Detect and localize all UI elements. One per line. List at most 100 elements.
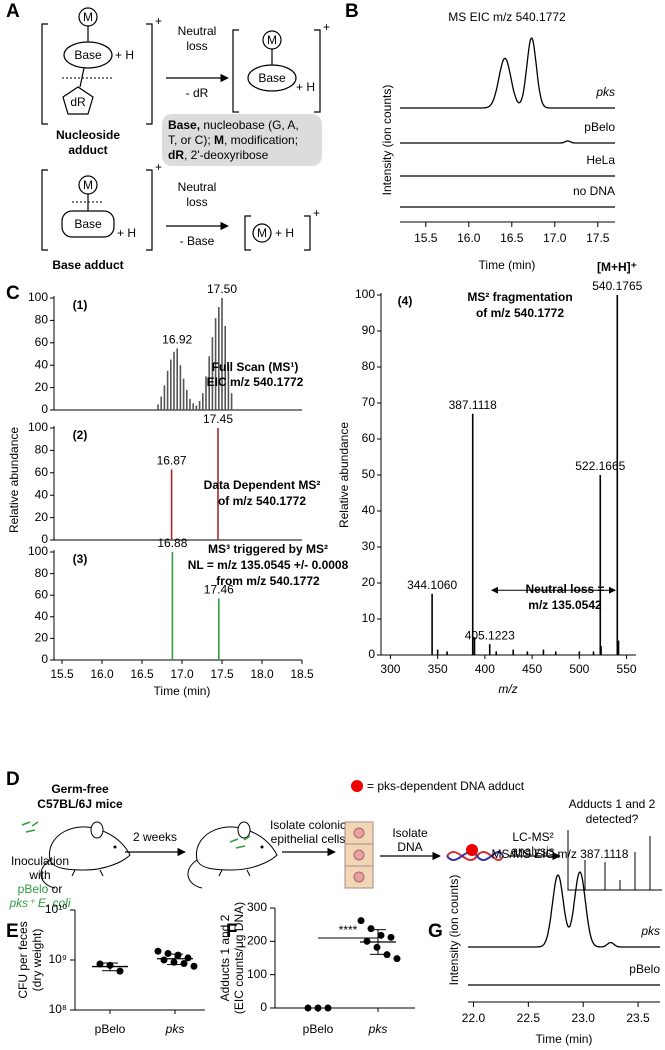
charge: + <box>155 14 162 28</box>
annotation: Data Dependent MS² <box>204 478 321 492</box>
mouse <box>187 821 278 889</box>
peak-label: 16.88 <box>157 536 187 550</box>
annotation: [M+H]⁺ <box>597 260 637 274</box>
charge: + <box>323 20 330 34</box>
y-tick-label: 50 <box>362 467 376 481</box>
x-tick-label: 18.5 <box>290 667 314 681</box>
label: pks⁺ E. coli <box>8 896 70 910</box>
base-shape <box>247 64 297 92</box>
series-label: pBelo <box>629 962 660 976</box>
mod-circle <box>252 223 272 243</box>
label: loss <box>186 195 207 209</box>
y-tick-label: 10¹⁰ <box>45 902 67 916</box>
peak-label: 522.1665 <box>575 459 625 473</box>
x-tick-label: 15.5 <box>414 231 438 245</box>
point <box>387 933 395 941</box>
label: - Base <box>180 234 215 248</box>
label: = pks-dependent DNA adduct <box>367 779 525 793</box>
label: Adducts 1 and 2 <box>569 797 656 811</box>
y-tick-label: 90 <box>362 323 376 337</box>
y-tick-label: 0 <box>41 652 48 666</box>
bacteria <box>229 835 251 849</box>
charge: + <box>155 160 162 174</box>
label: Base adduct <box>52 258 123 272</box>
point <box>180 960 188 968</box>
panel-letter: A <box>6 1 20 22</box>
legend-box <box>162 114 322 166</box>
x-tick-label: 18.0 <box>250 667 274 681</box>
spectrum-icon <box>567 830 662 891</box>
peak-label: 387.1118 <box>449 398 498 412</box>
point <box>314 1004 322 1012</box>
panel-sublabel: (1) <box>73 298 88 312</box>
y-axis-label: CFU per feces <box>16 921 30 998</box>
x-tick-label: 17.0 <box>170 667 194 681</box>
annotation: MS³ triggered by MS² <box>208 542 328 556</box>
chart-title: MS EIC m/z 540.1772 <box>448 10 566 24</box>
point <box>174 951 182 959</box>
label: Inoculation <box>11 854 69 868</box>
point <box>357 917 365 925</box>
x-tick-label: 450 <box>522 662 542 676</box>
y-tick-label: 20 <box>35 380 49 394</box>
y-tick-label: 0 <box>260 1000 267 1014</box>
y-tick-label: 60 <box>35 465 49 479</box>
y-tick-label: 40 <box>35 357 49 371</box>
panel-letter: D <box>6 769 20 790</box>
series-label: pks <box>640 924 660 938</box>
bracket <box>232 29 321 113</box>
point <box>377 931 385 939</box>
peak-label: 405.1223 <box>465 628 515 642</box>
y-tick-label: 100 <box>355 287 375 301</box>
legend-part: Base, <box>168 118 200 132</box>
point <box>367 925 375 933</box>
plus-h: + H <box>296 80 315 94</box>
panel-letter: B <box>345 1 359 22</box>
peak-label: 16.92 <box>162 333 192 347</box>
y-tick-label: 10⁸ <box>49 1002 67 1016</box>
label: with <box>28 868 50 882</box>
annotation: m/z 135.0542 <box>528 598 602 612</box>
y-tick-label: 70 <box>362 395 376 409</box>
base-shape <box>61 210 115 238</box>
peak-label: 17.50 <box>207 282 237 296</box>
x-tick-label: 300 <box>380 662 400 676</box>
label: Germ-free <box>51 782 109 796</box>
y-tick-label: 100 <box>247 967 267 981</box>
trace <box>400 140 615 144</box>
adduct-dot <box>351 780 363 792</box>
y-tick-label: 80 <box>35 566 49 580</box>
y-tick-label: 200 <box>247 934 267 948</box>
base: Base <box>74 217 102 231</box>
point <box>373 943 381 951</box>
peak-label: 17.45 <box>203 412 233 426</box>
label: C57BL/6J mice <box>37 797 123 811</box>
x-tick-label: 16.0 <box>457 231 481 245</box>
x-tick-label: 15.5 <box>50 667 74 681</box>
label: or <box>48 882 62 896</box>
x-tick-label: 17.5 <box>210 667 234 681</box>
label: 2 weeks <box>133 830 177 844</box>
trace <box>400 37 615 109</box>
label: analysis <box>511 844 554 858</box>
y-tick-label: 0 <box>368 647 375 661</box>
peak-label: 540.1765 <box>592 279 642 293</box>
point <box>393 955 401 963</box>
y-tick-label: 80 <box>362 359 376 373</box>
series-label: pks <box>595 85 615 99</box>
x-tick-label: pBelo <box>303 1022 334 1036</box>
annotation: NL = m/z 135.0545 +/- 0.0008 <box>188 558 349 572</box>
x-tick-label: 550 <box>617 662 637 676</box>
y-tick-label: 60 <box>35 587 49 601</box>
point <box>164 949 172 957</box>
label: pBelo <box>18 882 49 896</box>
scheme-a: + M Base + H dR Nucleoside adduct Neutra… <box>41 7 330 272</box>
y-axis-label: (dry weight) <box>30 929 44 992</box>
legend-part: , modification; <box>224 133 298 147</box>
bracket <box>244 215 311 251</box>
label: DNA <box>397 840 422 854</box>
annotation: of m/z 540.1772 <box>476 306 564 320</box>
significance: **** <box>339 923 358 937</box>
base-shape <box>63 41 113 69</box>
x-axis-label: Time (min) <box>536 1032 593 1046</box>
